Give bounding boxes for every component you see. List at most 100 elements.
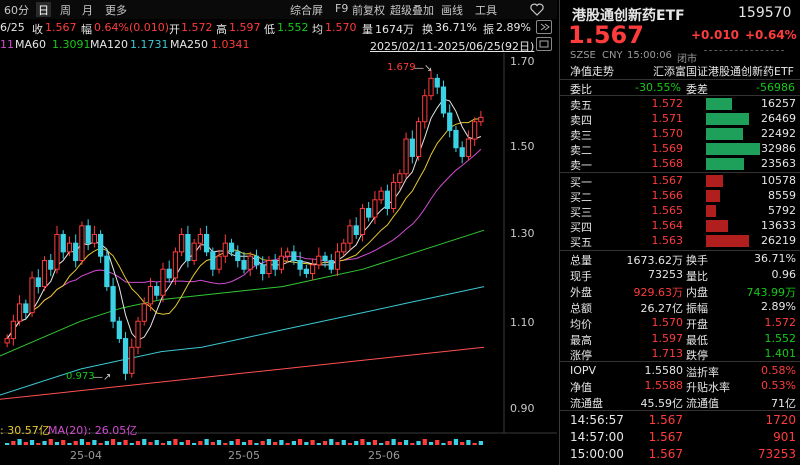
divider-6 [560,410,800,411]
candle-body [353,225,359,235]
bid-depth-bar [706,175,723,187]
ma250-line [0,346,485,400]
volume-bar [366,442,371,445]
menu-adjust[interactable]: 前复权 [352,4,385,17]
candle-body [104,255,110,288]
menu-f9[interactable]: F9 [335,2,349,15]
ask-volume: 26469 [761,112,796,125]
candle-body [228,242,235,253]
volume-bar [117,442,122,445]
candle-body [434,77,440,88]
stat-label: 现手 [570,270,592,283]
divider-5 [560,361,800,362]
stat-label: 开盘 [686,318,708,331]
volume-bar [54,442,60,445]
candle-body [172,251,179,279]
stat-value: 929.63万 [633,286,684,299]
candle-body [241,260,247,270]
candle-body [390,181,397,209]
menu-overview[interactable]: 综合屏 [290,4,323,17]
last-price: 1.567 [568,21,644,49]
bid-level-label: 买五 [570,236,592,249]
volume-bar [241,442,247,445]
candle-body [116,320,122,340]
candle-body [23,303,29,314]
divider-4 [560,250,800,251]
volume-bar [167,441,172,445]
expand-icon[interactable] [536,37,552,51]
ask-level-label: 卖二 [570,144,592,157]
collapse-icon[interactable] [536,20,552,34]
candle-body [372,199,378,218]
heart-icon[interactable] [530,3,544,19]
candle-body [328,260,334,270]
bid-volume: 10578 [761,174,796,187]
quote-panel: 港股通创新药ETF 159570 1.567 +0.010 +0.64% SZS… [559,0,800,465]
candle-body [266,260,272,275]
tab-day[interactable]: 日 [36,2,51,17]
tick-volume: 73253 [757,447,796,461]
meta-status: 闭市 [677,54,697,65]
iopv-label: 升贴水率 [686,381,730,394]
ask-level-label: 卖一 [570,159,592,172]
menu-draw[interactable]: 画线 [441,4,463,17]
desc-label[interactable]: 净值走势 [570,65,614,78]
volume-bar [229,441,234,445]
stat-label: 最低 [686,334,708,347]
volume-bar [185,440,191,445]
volume-bar [291,441,296,445]
volume-bar [198,441,203,445]
fund-code: 159570 [738,5,792,21]
tab-60min[interactable]: 60分 [4,4,29,17]
candle-body [110,286,116,322]
bid-level-label: 买四 [570,221,592,234]
ma120-value: 1.1731 [130,38,169,51]
volume-bar [347,443,353,445]
tick-price: 1.567 [648,430,683,444]
volume-bar [104,441,109,445]
tick-volume: 901 [773,430,796,444]
candle-body [41,260,48,288]
volume-bar [79,439,85,445]
candle-body [440,86,447,114]
candle-body [54,234,60,270]
iopv-value: 0.53% [761,379,796,392]
tab-month[interactable]: 月 [82,4,93,17]
info-change-label: 幅 [81,23,92,36]
volume-bar [86,442,91,445]
bid-depth-bar [706,205,716,217]
bid-depth-bar [706,220,728,232]
menu-overlay[interactable]: 超级叠加 [390,4,434,17]
ask-level-label: 卖四 [570,114,592,127]
volume-bar [160,443,166,445]
bid-depth-bar [706,235,749,247]
volume-bar [5,443,10,445]
menu-tools[interactable]: 工具 [475,4,497,17]
bid-level-label: 买二 [570,191,592,204]
price-tick-4: 1.10 [510,316,535,329]
tab-week[interactable]: 周 [60,4,71,17]
volume-bar [397,442,402,445]
info-turnover: 36.71% [435,21,477,34]
ask-volume: 32986 [761,142,796,155]
volume-bar [435,440,440,445]
volume-bar [460,442,465,445]
ask-price: 1.570 [651,127,684,140]
chart-toolbar: 60分 日 周 月 更多 综合屏 F9 前复权 超级叠加 画线 工具 [0,0,557,19]
candle-body [48,260,54,270]
candle-body [66,242,73,253]
info-high: 1.597 [229,21,261,34]
ma120-line [0,286,485,396]
volume-bar [360,439,365,445]
volume-bar [416,441,421,445]
volume-bar [266,439,272,445]
candle-body [191,242,197,262]
volume-bar [422,439,427,445]
tab-more[interactable]: 更多 [105,4,127,17]
candle-body [79,225,85,262]
iopv-value: 45.59亿 [640,397,684,410]
kline-chart[interactable]: 1.70 1.50 1.30 1.10 0.90 1.679 —↘ 0.973 … [0,53,557,465]
candle-body [129,346,135,374]
candle-body [272,260,278,270]
volume-bar [379,443,384,445]
